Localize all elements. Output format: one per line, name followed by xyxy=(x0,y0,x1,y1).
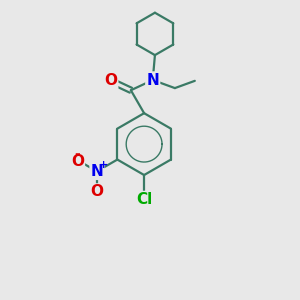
Text: O: O xyxy=(90,184,104,200)
Text: O: O xyxy=(104,74,117,88)
Text: -: - xyxy=(74,146,80,161)
Text: N: N xyxy=(91,164,103,179)
Text: N: N xyxy=(146,73,159,88)
Text: +: + xyxy=(99,160,108,170)
Text: Cl: Cl xyxy=(136,192,152,207)
Text: O: O xyxy=(71,154,84,169)
